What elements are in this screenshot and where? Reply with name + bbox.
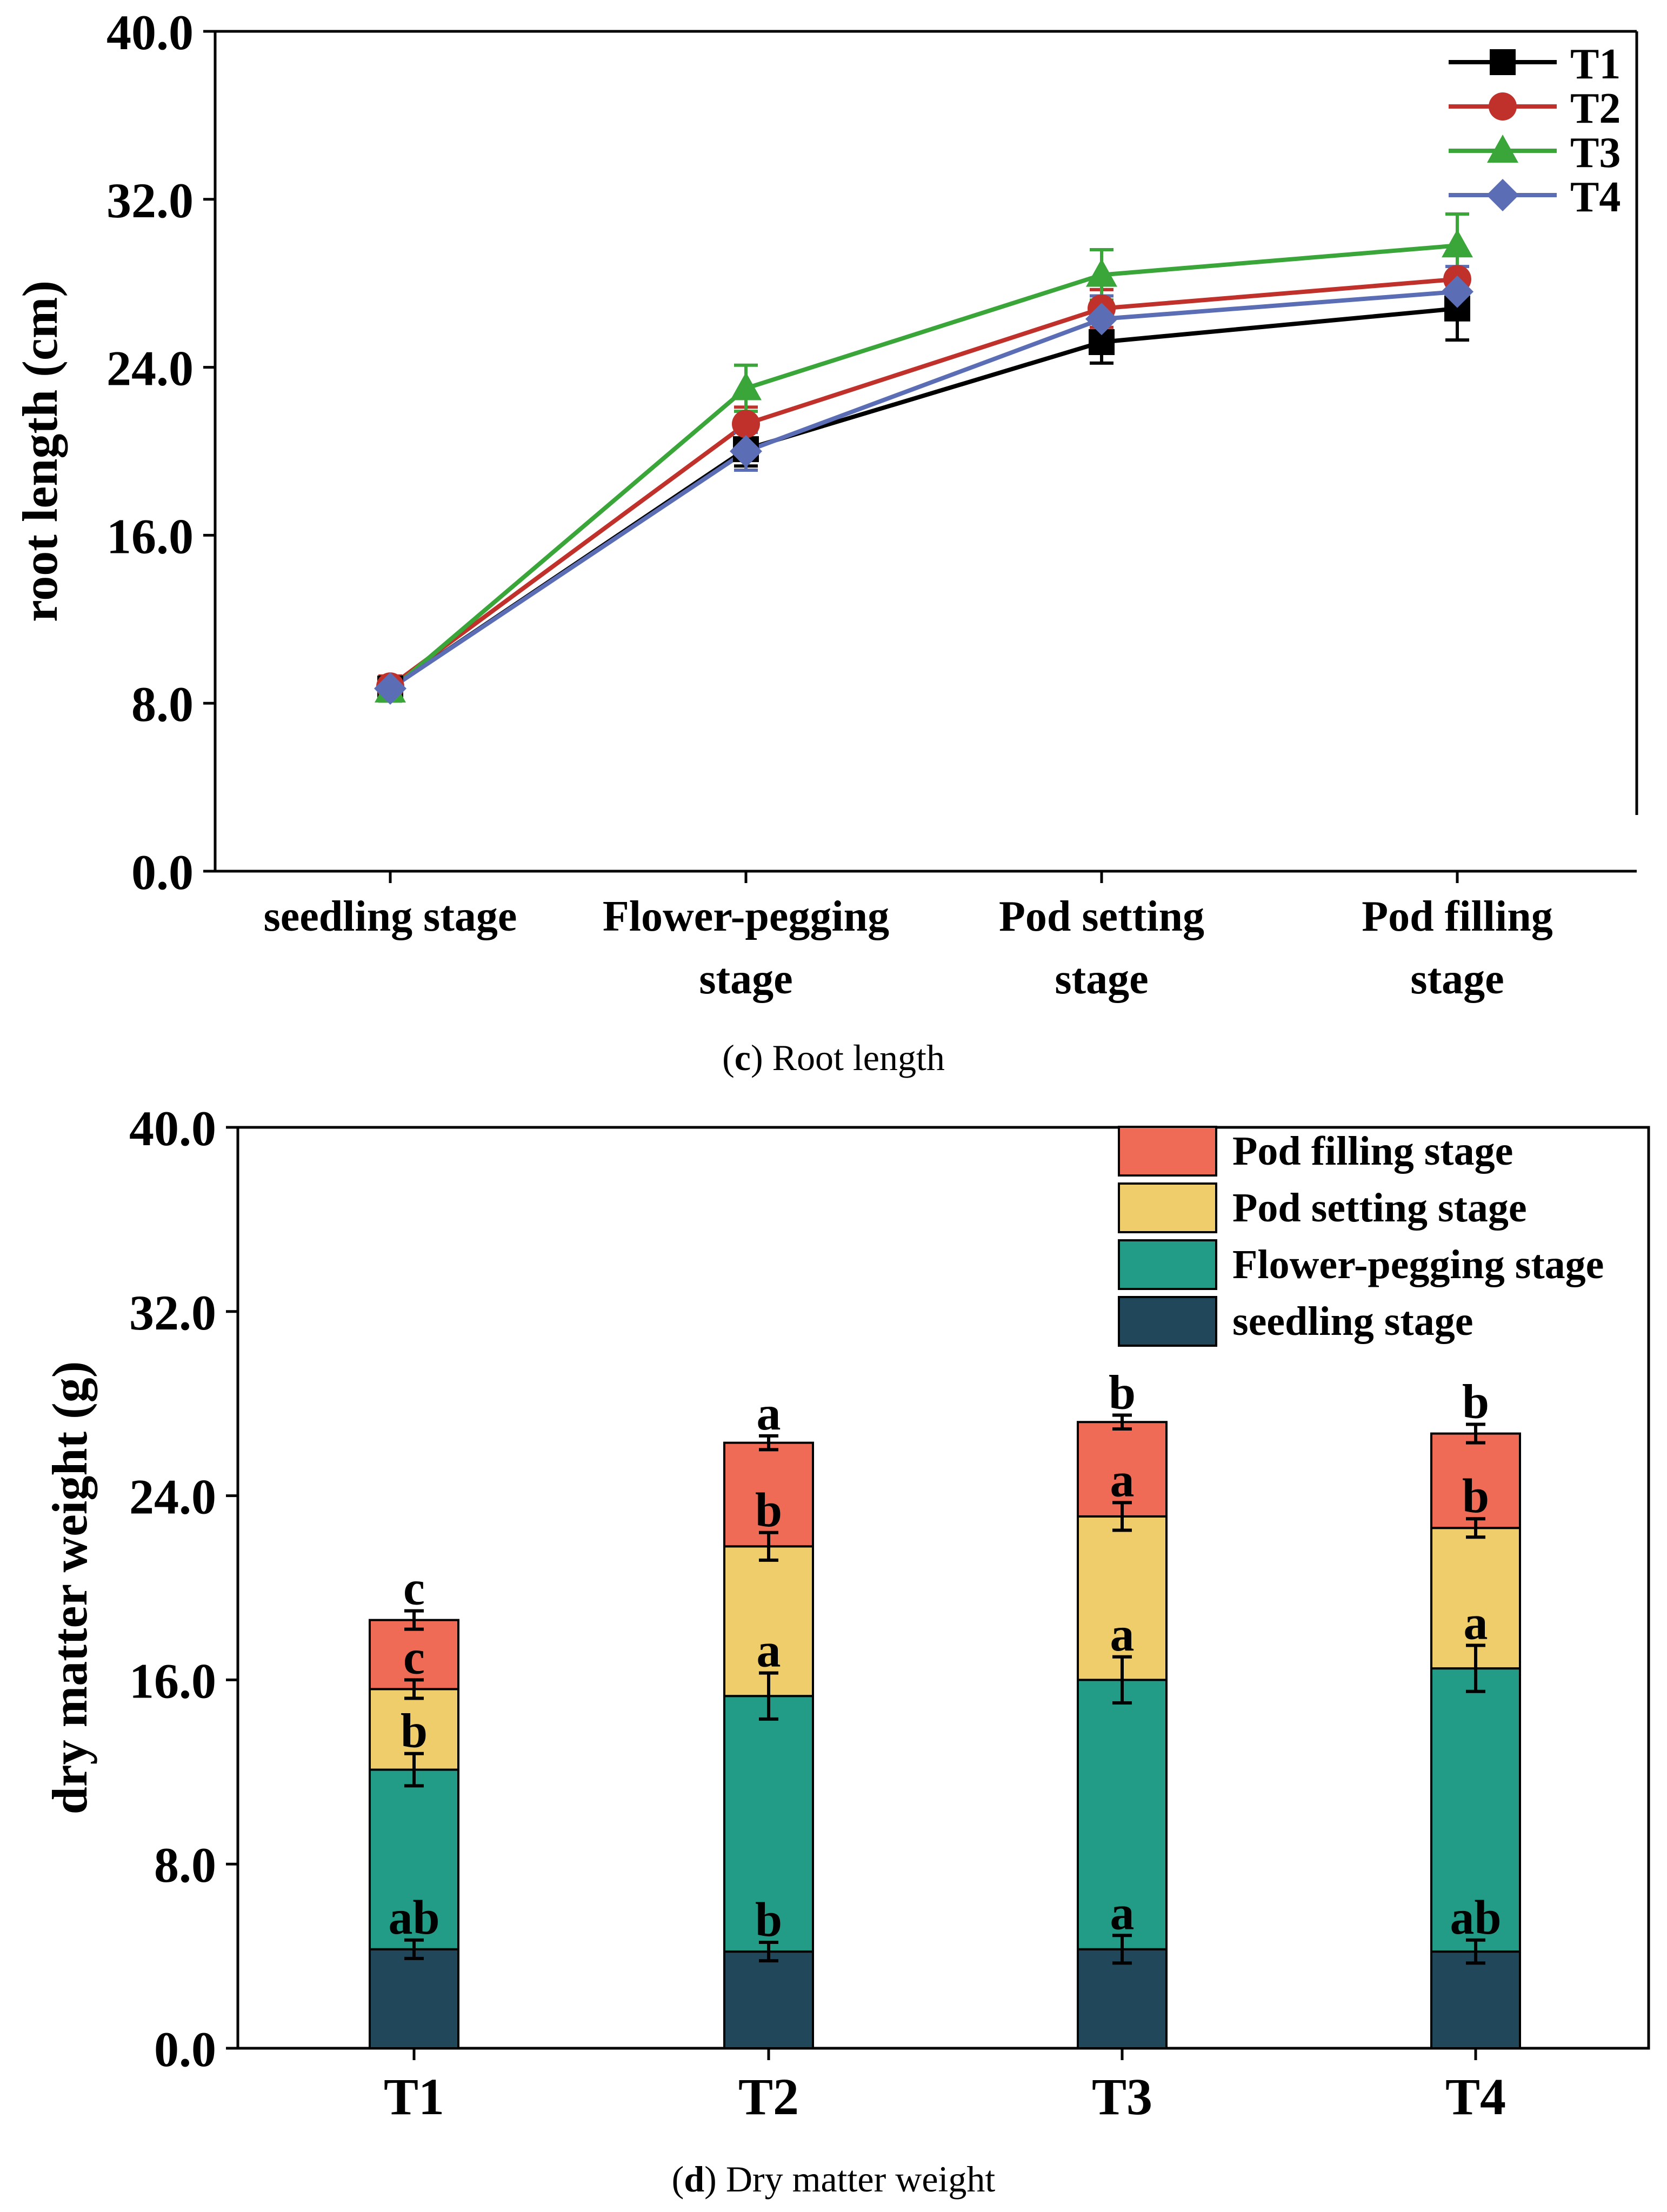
data-point-t4 — [1085, 303, 1118, 336]
legend-label: seedling stage — [1232, 1299, 1473, 1344]
y-tick-label: 0.0 — [131, 845, 194, 900]
y-tick-label: 16.0 — [106, 509, 194, 564]
significance-label: a — [1464, 1596, 1488, 1650]
bar-segment-seedling-stage — [369, 1948, 459, 2050]
series-line-t4 — [389, 289, 1458, 691]
bar-segment-flower-pegging-stage — [723, 1695, 814, 1953]
dry-matter-chart: 0.0 8.0 16.0 24.0 32.0 40.0 T1 T2 T3 T4 dry matter… — [42, 1101, 1650, 2200]
x-tick-label: Pod setting — [999, 893, 1204, 940]
x-tick-label: Flower-pegging — [603, 893, 889, 940]
bar-segment-pod-filling-stage — [1430, 1432, 1521, 1529]
x-tick-label: seedling stage — [264, 893, 517, 940]
series-line-t3 — [389, 243, 1458, 692]
legend-swatch — [1118, 1126, 1217, 1177]
legend-marker — [1487, 135, 1518, 163]
significance-label: a — [757, 1387, 781, 1440]
bar-segment-pod-setting-stage — [723, 1545, 814, 1698]
legend-swatch — [1118, 1296, 1217, 1347]
y-axis-title: dry matter weight (g) — [42, 1361, 97, 1815]
legend-marker — [1486, 179, 1519, 211]
y-tick-label: 40.0 — [106, 5, 194, 60]
y-tick-label: 24.0 — [129, 1469, 216, 1525]
x-tick-label: stage — [699, 955, 792, 1003]
significance-label: b — [401, 1705, 428, 1758]
caption-panel-label: d — [684, 2158, 704, 2200]
significance-label: a — [757, 1624, 781, 1678]
legend-label: Flower-pegging stage — [1232, 1242, 1604, 1287]
caption-paren-close: ) — [704, 2158, 717, 2200]
significance-label: b — [1109, 1366, 1136, 1420]
legend-marker — [1489, 92, 1517, 121]
caption-panel-label: c — [735, 1037, 751, 1078]
bar-segment-pod-filling-stage — [369, 1619, 459, 1690]
y-tick-label: 32.0 — [129, 1285, 216, 1340]
significance-label: c — [403, 1630, 425, 1684]
bar-segment-seedling-stage — [723, 1950, 814, 2050]
x-tick-label: stage — [1055, 955, 1148, 1003]
significance-label: b — [755, 1893, 782, 1947]
data-point-t3 — [1442, 229, 1473, 258]
y-tick-label: 40.0 — [129, 1101, 216, 1156]
series-line-t2 — [389, 277, 1458, 689]
significance-label: b — [755, 1483, 782, 1537]
bar-segment-flower-pegging-stage — [369, 1768, 459, 1950]
legend-label: Pod setting stage — [1232, 1185, 1527, 1231]
y-tick-label: 24.0 — [106, 341, 194, 396]
y-axis-title: root length (cm) — [12, 280, 68, 622]
x-tick-label: T1 — [384, 2068, 444, 2126]
legend-swatch — [1118, 1239, 1217, 1290]
significance-label: c — [403, 1562, 425, 1615]
figure-caption: (c) Root length — [722, 1037, 945, 1078]
data-point-t3 — [1086, 258, 1117, 287]
data-point-t4 — [374, 672, 406, 705]
legend-swatch — [1118, 1182, 1217, 1233]
data-point-t4 — [1441, 275, 1473, 308]
data-point-t2 — [732, 410, 760, 438]
legend-label: Pod filling stage — [1232, 1128, 1513, 1174]
y-tick-label: 8.0 — [131, 677, 194, 732]
legend-marker — [1490, 49, 1516, 75]
x-tick-label: T4 — [1445, 2068, 1506, 2126]
x-tick-label: stage — [1410, 955, 1504, 1003]
legend-label: T2 — [1570, 85, 1621, 132]
y-tick-label: 16.0 — [129, 1653, 216, 1708]
legend-label: T1 — [1570, 41, 1621, 88]
significance-label: a — [1110, 1886, 1135, 1940]
significance-label: b — [1462, 1469, 1489, 1523]
bar-segment-seedling-stage — [1430, 1950, 1521, 2050]
root-length-chart: 0.0 8.0 16.0 24.0 32.0 40.0 seedling stage Flow… — [12, 5, 1638, 1078]
caption-paren-open: ( — [722, 1037, 735, 1078]
y-tick-label: 8.0 — [154, 1837, 216, 1893]
significance-label: ab — [1450, 1891, 1501, 1944]
data-point-t3 — [730, 372, 762, 400]
significance-label: ab — [388, 1891, 439, 1944]
figure-caption: (d) Dry matter weight — [672, 2158, 996, 2200]
y-tick-label: 0.0 — [154, 2022, 216, 2077]
significance-label: a — [1110, 1608, 1135, 1661]
caption-text: Root length — [763, 1037, 945, 1078]
caption-text: Dry matter weight — [717, 2158, 996, 2200]
x-tick-label: T3 — [1092, 2068, 1152, 2126]
data-point-t4 — [730, 435, 762, 467]
significance-label: a — [1110, 1453, 1135, 1507]
legend-label: T3 — [1570, 129, 1621, 177]
x-tick-label: T2 — [738, 2068, 799, 2126]
caption-paren-close: ) — [751, 1037, 763, 1078]
y-tick-label: 32.0 — [106, 173, 194, 228]
significance-label: b — [1462, 1375, 1489, 1429]
bar-segment-flower-pegging-stage — [1430, 1667, 1521, 1953]
plot-frame — [236, 1126, 1650, 2050]
caption-paren-open: ( — [672, 2158, 684, 2200]
x-tick-label: Pod filling — [1362, 893, 1552, 940]
bar-segment-pod-filling-stage — [723, 1441, 814, 1548]
bar-segment-seedling-stage — [1077, 1948, 1168, 2050]
legend-label: T4 — [1570, 173, 1621, 221]
